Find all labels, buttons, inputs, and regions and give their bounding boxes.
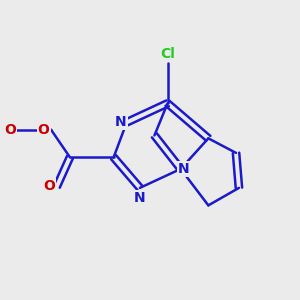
Text: N: N	[134, 191, 146, 205]
Text: O: O	[4, 123, 16, 136]
Text: N: N	[178, 162, 189, 176]
Text: N: N	[115, 115, 127, 129]
Text: Cl: Cl	[160, 47, 175, 61]
Text: O: O	[38, 123, 50, 136]
Text: O: O	[44, 179, 56, 194]
